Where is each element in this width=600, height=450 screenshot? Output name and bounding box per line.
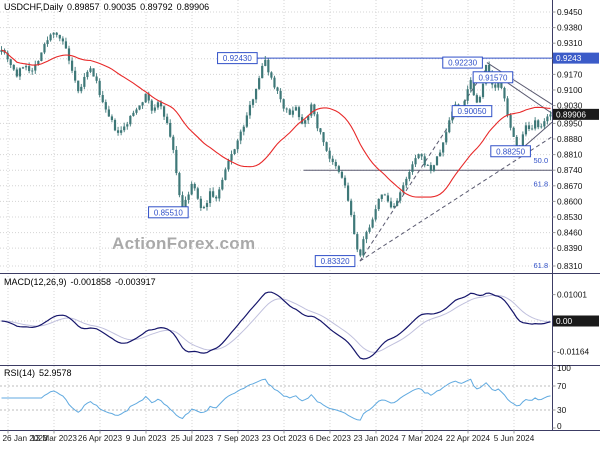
ohlc-high: 0.90035 (103, 2, 137, 12)
svg-text:26 Apr 2023: 26 Apr 2023 (78, 434, 123, 443)
svg-text:0.92430: 0.92430 (223, 54, 252, 63)
svg-text:0.8530: 0.8530 (557, 212, 583, 222)
price-annotation-box (451, 105, 493, 118)
svg-text:22 Apr 2024: 22 Apr 2024 (446, 434, 491, 443)
rsi-value: 52.9578 (39, 368, 72, 378)
ohlc-low: 0.89792 (140, 2, 173, 12)
rsi-label: RSI(14) (4, 368, 36, 378)
svg-text:0.92230: 0.92230 (448, 59, 477, 68)
svg-text:6 Dec 2023: 6 Dec 2023 (309, 434, 351, 443)
svg-text:0.8390: 0.8390 (557, 243, 583, 253)
ohlc-close: 0.89906 (176, 2, 210, 12)
price-annotation-box (217, 52, 258, 65)
svg-text:7 Mar 2024: 7 Mar 2024 (401, 434, 443, 443)
svg-text:23 Oct 2023: 23 Oct 2023 (262, 434, 307, 443)
svg-text:7 Sep 2023: 7 Sep 2023 (217, 434, 259, 443)
svg-text:0.90050: 0.90050 (457, 107, 486, 116)
price-annotation-box (472, 71, 514, 84)
svg-text:100: 100 (557, 363, 571, 373)
svg-text:30: 30 (557, 405, 567, 415)
svg-text:0.9030: 0.9030 (557, 101, 583, 111)
macd-signal-line (1, 294, 551, 353)
rsi-axis: 100 70 30 0 (552, 363, 571, 431)
macd-signal-value: -0.003917 (115, 277, 156, 287)
macd-panel-title: MACD(12,26,9) -0.001858 -0.003917 (4, 277, 160, 287)
svg-text:13 Mar 2023: 13 Mar 2023 (31, 434, 77, 443)
svg-text:-0.01164: -0.01164 (557, 347, 590, 357)
svg-text:0.8880: 0.8880 (557, 134, 583, 144)
svg-text:0.9170: 0.9170 (557, 69, 583, 79)
svg-text:0.8460: 0.8460 (557, 228, 583, 238)
svg-text:23 Jan 2024: 23 Jan 2024 (353, 434, 399, 443)
svg-text:0.00: 0.00 (556, 316, 573, 326)
svg-text:50.0: 50.0 (534, 156, 549, 165)
svg-text:0.8950: 0.8950 (557, 118, 583, 128)
price-annotation-box (314, 255, 356, 268)
trendline-layer (256, 57, 553, 262)
candlestick-layer (0, 31, 552, 258)
svg-text:26 Jan 2023: 26 Jan 2023 (2, 434, 48, 443)
svg-text:9 Jun 2023: 9 Jun 2023 (126, 434, 167, 443)
rsi-panel-title: RSI(14) 52.9578 (4, 368, 76, 378)
price-annotation-box (490, 145, 531, 158)
ohlc-open: 0.89857 (67, 2, 100, 12)
svg-text:0.9310: 0.9310 (557, 38, 583, 48)
svg-text:0.85510: 0.85510 (154, 208, 183, 217)
svg-text:61.8: 61.8 (534, 180, 549, 189)
svg-text:0: 0 (557, 421, 562, 431)
highlighted-price-level (553, 52, 599, 64)
svg-text:0.89906: 0.89906 (556, 109, 586, 119)
macd-line (1, 291, 551, 360)
svg-text:70: 70 (557, 381, 567, 391)
svg-text:0.9100: 0.9100 (557, 85, 583, 95)
price-annotation-box (148, 206, 189, 219)
symbol-timeframe-label: USDCHF,Daily (4, 2, 64, 12)
svg-text:0.8600: 0.8600 (557, 196, 583, 206)
svg-text:61.8: 61.8 (534, 261, 549, 270)
rsi-line (1, 378, 551, 421)
svg-text:0.9450: 0.9450 (557, 7, 583, 17)
macd-axis: 0.01001 -0.01164 0.00 (552, 290, 599, 357)
svg-text:0.83320: 0.83320 (321, 257, 350, 266)
grid-layer (0, 0, 552, 430)
macd-zero-box (553, 315, 599, 327)
svg-text:0.8670: 0.8670 (557, 181, 583, 191)
macd-label: MACD(12,26,9) (4, 277, 67, 287)
svg-text:0.8740: 0.8740 (557, 165, 583, 175)
moving-average-line (1, 49, 551, 198)
svg-text:0.8310: 0.8310 (557, 261, 583, 271)
price-axis: 0.94500.93800.93100.92400.91700.91000.90… (552, 0, 599, 431)
svg-text:5 Jun 2024: 5 Jun 2024 (494, 434, 535, 443)
macd-value: -0.001858 (70, 277, 112, 287)
current-price-box (553, 108, 599, 120)
svg-text:0.8810: 0.8810 (557, 150, 583, 160)
main-chart-title: USDCHF,Daily 0.89857 0.90035 0.89792 0.89906 (4, 2, 213, 12)
price-annotation-box (442, 56, 483, 69)
svg-text:25 Jul 2023: 25 Jul 2023 (171, 434, 214, 443)
svg-text:0.88250: 0.88250 (496, 147, 525, 156)
svg-text:0.01001: 0.01001 (557, 290, 587, 300)
svg-text:0.91570: 0.91570 (478, 73, 507, 82)
svg-text:0.9380: 0.9380 (557, 23, 583, 33)
svg-text:0.9243: 0.9243 (556, 53, 582, 63)
